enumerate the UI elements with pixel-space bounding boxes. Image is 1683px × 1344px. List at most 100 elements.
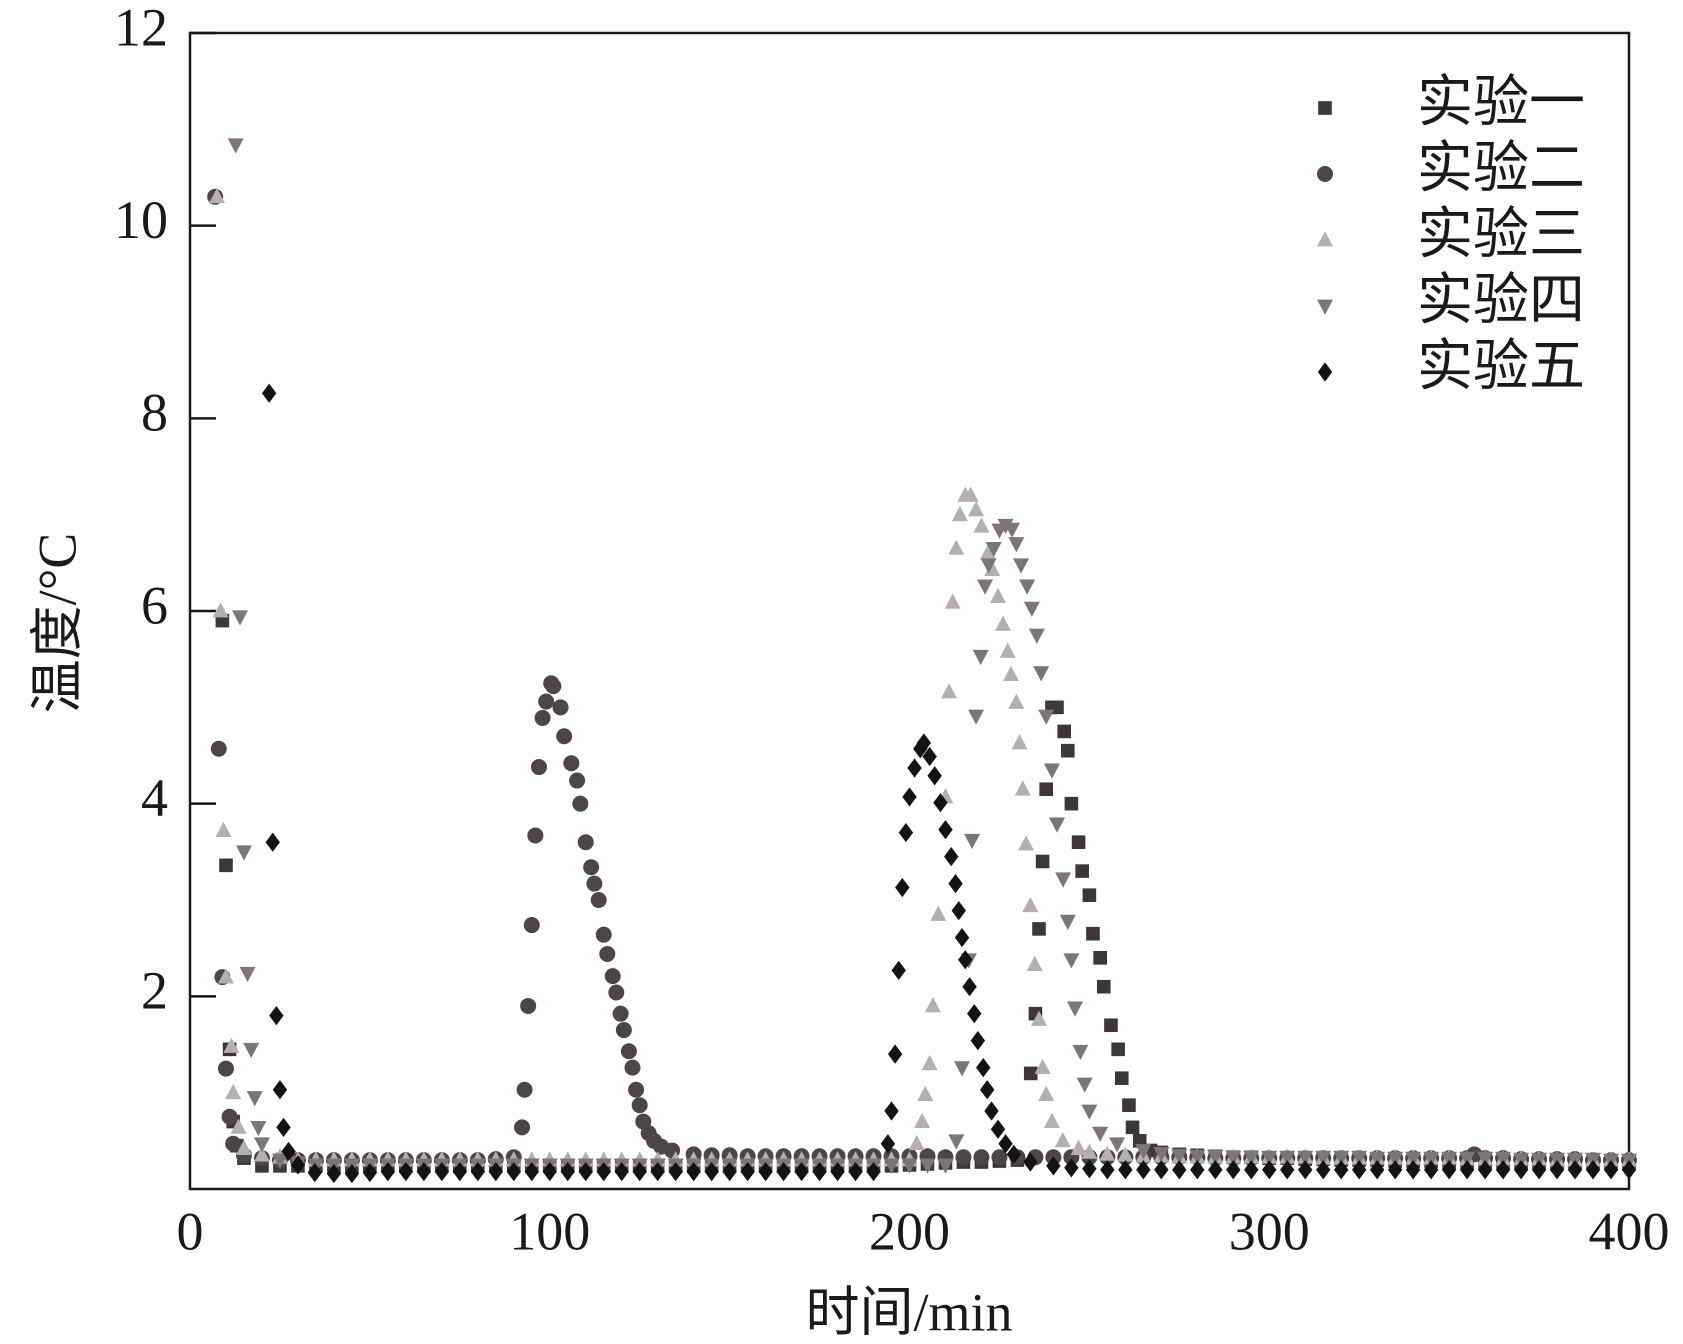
data-point xyxy=(914,1112,931,1128)
data-point xyxy=(922,746,937,767)
data-point xyxy=(520,997,537,1014)
data-point xyxy=(1011,734,1028,750)
data-point xyxy=(276,1117,291,1137)
y-tick-label: 2 xyxy=(141,961,168,1021)
data-point xyxy=(290,1155,306,1175)
data-point xyxy=(973,517,990,533)
data-point xyxy=(235,845,252,861)
x-tick-label: 300 xyxy=(1229,1201,1310,1261)
data-point xyxy=(1014,780,1031,796)
data-point xyxy=(1495,1160,1511,1180)
data-point xyxy=(590,892,607,908)
data-point xyxy=(989,587,1006,603)
data-point xyxy=(919,1158,936,1174)
data-point xyxy=(235,1139,252,1155)
data-point xyxy=(930,905,947,921)
data-point xyxy=(991,1149,1008,1166)
data-point xyxy=(913,739,928,759)
data-point xyxy=(883,1158,900,1174)
legend-label: 实验五 xyxy=(1417,336,1585,398)
legend-marker xyxy=(1317,299,1333,315)
data-point xyxy=(569,772,586,789)
data-point xyxy=(1351,1150,1368,1167)
data-point xyxy=(1043,763,1060,779)
data-point xyxy=(1109,1137,1126,1153)
data-point xyxy=(272,1080,288,1100)
data-point xyxy=(944,847,959,867)
data-point xyxy=(1387,1151,1404,1167)
data-point xyxy=(1441,1151,1458,1167)
data-point xyxy=(1125,1120,1140,1135)
data-point xyxy=(938,820,953,840)
y-tick-label: 12 xyxy=(114,0,168,57)
data-point xyxy=(955,1149,972,1166)
data-point xyxy=(887,1044,903,1064)
data-point xyxy=(958,950,973,970)
data-point xyxy=(1006,1144,1022,1164)
data-point xyxy=(1026,955,1043,971)
data-point xyxy=(740,1162,755,1182)
data-point xyxy=(232,610,249,626)
data-point xyxy=(979,544,996,560)
data-point xyxy=(527,827,544,844)
data-point xyxy=(514,1119,531,1136)
data-point xyxy=(506,1162,521,1182)
data-point xyxy=(1064,1158,1079,1178)
data-point xyxy=(577,834,594,851)
data-point xyxy=(1513,1160,1529,1180)
data-point xyxy=(1459,1160,1475,1180)
data-point xyxy=(1082,888,1097,902)
data-point xyxy=(380,1162,396,1182)
data-point xyxy=(1603,1160,1619,1180)
data-point xyxy=(1172,1160,1187,1180)
data-point xyxy=(516,1081,533,1098)
data-point xyxy=(941,683,958,699)
data-point xyxy=(1226,1160,1241,1180)
data-point xyxy=(1351,1160,1367,1180)
data-point xyxy=(227,138,244,154)
data-point xyxy=(230,1118,247,1134)
legend-marker xyxy=(1317,362,1333,382)
data-point xyxy=(898,822,914,843)
data-point xyxy=(1092,1126,1109,1142)
data-point xyxy=(704,1162,719,1182)
data-point xyxy=(217,1060,234,1077)
data-point xyxy=(1621,1160,1637,1180)
data-point xyxy=(1136,1160,1151,1180)
data-point xyxy=(1004,522,1021,538)
y-tick-label: 10 xyxy=(114,190,168,250)
data-point xyxy=(848,1162,863,1182)
data-point xyxy=(1190,1160,1205,1180)
data-point xyxy=(999,642,1016,658)
data-point xyxy=(1039,782,1054,797)
data-point xyxy=(1585,1160,1601,1180)
data-point xyxy=(951,900,966,921)
data-point xyxy=(261,383,277,403)
data-point xyxy=(997,518,1014,535)
data-point xyxy=(1423,1151,1440,1167)
data-point xyxy=(1023,1152,1038,1172)
data-point xyxy=(962,486,979,502)
data-point xyxy=(221,1108,238,1125)
data-point xyxy=(927,766,942,786)
data-point xyxy=(866,1162,881,1182)
data-point xyxy=(977,579,994,595)
data-point xyxy=(995,615,1012,631)
data-point xyxy=(631,1097,648,1114)
data-point xyxy=(1100,1160,1115,1180)
data-point xyxy=(902,787,917,807)
data-point xyxy=(560,1162,575,1182)
data-point xyxy=(416,1162,432,1182)
data-point xyxy=(583,859,600,876)
data-point xyxy=(973,1149,990,1166)
y-tick-label: 8 xyxy=(141,383,168,443)
data-point xyxy=(1261,1150,1278,1167)
data-point xyxy=(1531,1160,1547,1180)
data-point xyxy=(1082,1159,1097,1179)
data-point xyxy=(1333,1150,1350,1167)
data-point xyxy=(1060,743,1075,758)
data-point xyxy=(1093,951,1107,965)
data-point xyxy=(1118,1160,1133,1180)
data-point xyxy=(1495,1151,1512,1167)
data-point xyxy=(976,1058,991,1078)
